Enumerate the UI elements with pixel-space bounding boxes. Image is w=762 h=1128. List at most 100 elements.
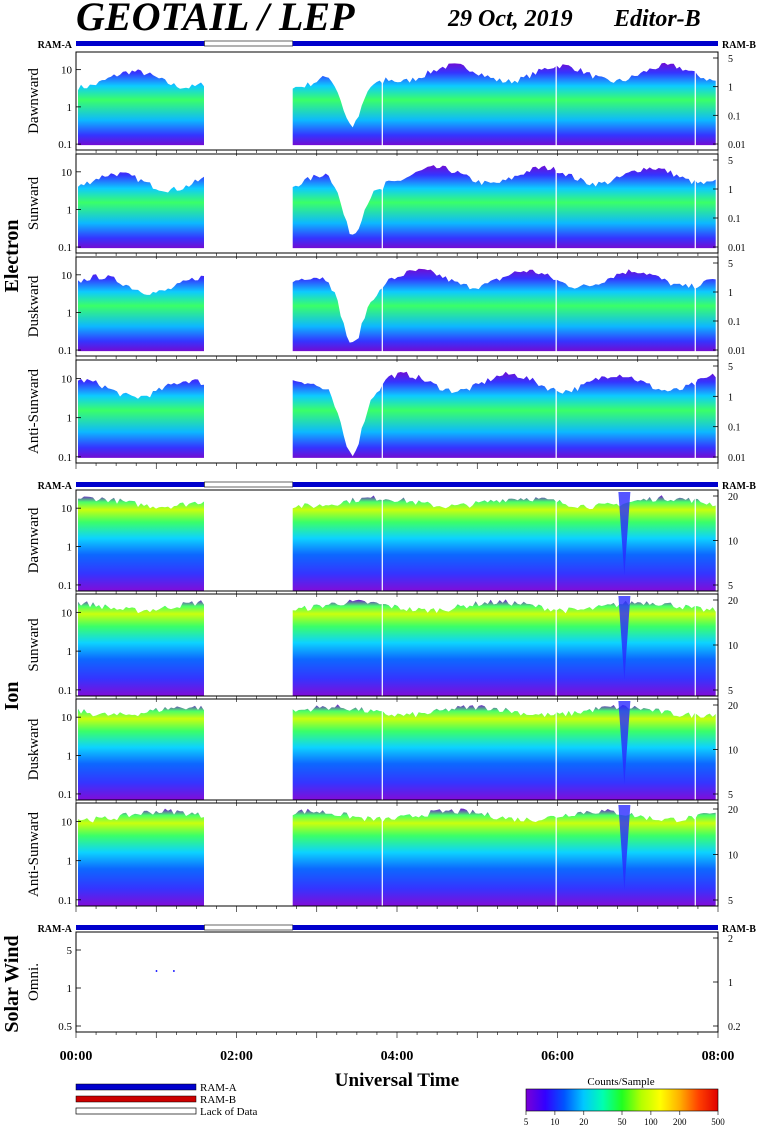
- ram-a-label: RAM-A: [38, 40, 73, 51]
- ram-b-label: RAM-B: [722, 481, 756, 492]
- right-tick-label: 1: [728, 83, 733, 94]
- right-tick-label: 0.1: [728, 111, 741, 122]
- right-tick-label: 1: [728, 978, 733, 989]
- lack-of-data-bar-ion: [204, 481, 293, 488]
- left-tick-label: 0.1: [58, 580, 72, 592]
- right-tick-label: 10: [728, 746, 738, 757]
- panel-label: Duskward: [26, 718, 42, 780]
- right-tick-label: 5: [728, 790, 733, 801]
- panel-ion-sunward: 10 1 0.1 20 10 5 Sunward: [26, 593, 738, 702]
- group-label-solar-wind: Solar Wind: [1, 935, 23, 1032]
- colorbar-tick-label: 20: [579, 1117, 589, 1127]
- right-tick-label: 0.01: [728, 346, 746, 357]
- right-tick-label: 5: [728, 54, 733, 65]
- right-tick-label: 0.01: [728, 453, 746, 464]
- ram-a-label: RAM-A: [38, 481, 73, 492]
- colorbar-tick-label: 50: [618, 1117, 628, 1127]
- lack-of-data-legend-label: Lack of Data: [200, 1106, 258, 1118]
- panel-label: Anti-Sunward: [26, 369, 42, 454]
- right-tick-label: 20: [728, 596, 738, 607]
- lack-of-data-bar-solar-wind: [204, 924, 293, 931]
- ion-dip-feature: [618, 701, 631, 784]
- right-tick-label: 20: [728, 805, 738, 816]
- colorbar-title: Counts/Sample: [587, 1076, 654, 1088]
- colorbar-tick-label: 100: [644, 1117, 658, 1127]
- electron-spectrogram: [78, 371, 716, 458]
- left-tick-label: 10: [61, 374, 73, 386]
- ram-a-legend-swatch: [75, 1083, 197, 1091]
- right-tick-label: 5: [728, 156, 733, 167]
- left-tick-label: 1: [67, 307, 73, 319]
- colorbar: Counts/Sample 5 10 20 50 100 200 500: [524, 1076, 726, 1127]
- panel-solar_wind-omni-: 5 1 0.5 2 1 0.2 Omni.: [26, 931, 741, 1038]
- figure-title: GEOTAIL / LEP: [76, 0, 355, 39]
- left-tick-label: 0.1: [58, 452, 72, 464]
- panel-electron-anti-sunward: 10 1 0.1 5 1 0.1 0.01 Anti-Sunward: [26, 359, 746, 469]
- right-tick-label: 1: [728, 392, 733, 403]
- panel-label: Dawnward: [26, 507, 42, 573]
- lack-of-data-legend-swatch: [75, 1107, 197, 1115]
- right-tick-label: 1: [728, 288, 733, 299]
- panel-electron-sunward: 10 1 0.1 5 1 0.1 0.01 Sunward: [26, 153, 746, 259]
- right-tick-label: 5: [728, 259, 733, 270]
- panel-label: Omni.: [26, 963, 42, 1001]
- right-tick-label: 5: [728, 581, 733, 592]
- left-tick-label: 10: [61, 712, 73, 724]
- panel-frame: [75, 931, 719, 1033]
- ram-a-legend-label: RAM-A: [200, 1082, 237, 1094]
- left-tick-label: 1: [67, 413, 73, 425]
- right-tick-label: 0.1: [728, 423, 741, 434]
- left-tick-label: 1: [67, 204, 73, 216]
- left-tick-label: 0.1: [58, 242, 72, 254]
- electron-spectrogram: [78, 62, 716, 146]
- left-tick-label: 0.1: [58, 895, 72, 907]
- left-tick-label: 0.1: [58, 789, 72, 801]
- panel-electron-duskward: 10 1 0.1 5 1 0.1 0.01 Duskward: [26, 256, 746, 362]
- ram-bars-layer: RAM-A RAM-B RAM-A RAM-B RAM-A RAM-B: [38, 40, 757, 935]
- ram-a-bar-electron: [76, 41, 205, 46]
- figure-editor: Editor-B: [613, 6, 701, 32]
- ram-a-bar-ion: [76, 482, 205, 487]
- ram-b-label: RAM-B: [722, 40, 756, 51]
- colorbar-gradient: [525, 1088, 719, 1112]
- group-label-electron: Electron: [1, 220, 23, 293]
- ram-b-label: RAM-B: [722, 924, 756, 935]
- x-axis-title: Universal Time: [335, 1070, 459, 1091]
- left-tick-label: 10: [61, 270, 73, 282]
- ram-legend: RAM-A RAM-B Lack of Data: [75, 1082, 258, 1118]
- right-tick-label: 0.01: [728, 140, 746, 151]
- x-tick-label: 04:00: [381, 1049, 414, 1064]
- ram-b-legend-label: RAM-B: [200, 1094, 236, 1106]
- ram-a-bar-solar-wind: [292, 925, 718, 930]
- ion-dip-feature: [618, 805, 631, 890]
- x-tick-label: 08:00: [702, 1049, 735, 1064]
- left-tick-label: 10: [61, 65, 73, 77]
- solar-wind-point: [173, 970, 175, 972]
- panel-label: Duskward: [26, 275, 42, 337]
- right-tick-label: 10: [728, 537, 738, 548]
- left-tick-label: 10: [61, 503, 73, 515]
- left-tick-label: 10: [61, 607, 73, 619]
- panel-label: Sunward: [26, 176, 42, 230]
- left-tick-label: 5: [67, 945, 73, 957]
- right-tick-label: 0.1: [728, 317, 741, 328]
- right-tick-label: 10: [728, 851, 738, 862]
- ram-b-legend-swatch: [75, 1095, 197, 1103]
- panel-label: Sunward: [26, 618, 42, 672]
- electron-spectrogram: [78, 268, 716, 352]
- electron-spectrogram: [78, 165, 716, 249]
- ram-a-bar-ion: [292, 482, 718, 487]
- solar-wind-point: [155, 970, 158, 972]
- left-tick-label: 1: [67, 542, 73, 554]
- right-tick-label: 5: [728, 686, 733, 697]
- left-tick-label: 1: [67, 751, 73, 763]
- right-tick-label: 10: [728, 641, 738, 652]
- lack-of-data-bar-electron: [204, 40, 293, 47]
- panel-ion-anti-sunward: 10 1 0.1 20 10 5 Anti-Sunward: [26, 802, 738, 912]
- ram-a-bar-solar-wind: [76, 925, 205, 930]
- panel-ion-duskward: 10 1 0.1 20 10 5 Duskward: [26, 698, 738, 806]
- left-tick-label: 0.1: [58, 685, 72, 697]
- x-tick-label: 02:00: [220, 1049, 253, 1064]
- right-tick-label: 5: [728, 362, 733, 373]
- panel-label: Dawnward: [26, 68, 42, 134]
